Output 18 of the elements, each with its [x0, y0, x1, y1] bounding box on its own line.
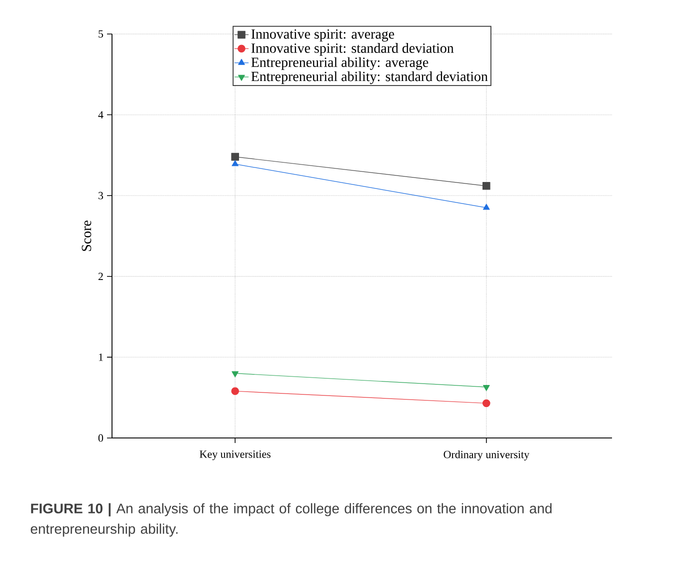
text: FIGURE 10 | An analysis of the impact of college differences on the innovation and entrepreneurship ability. — [30, 503, 552, 537]
y-tick-label: 0 — [98, 434, 104, 442]
y-tick-label: 5 — [98, 30, 104, 38]
point — [231, 152, 240, 161]
legend-label: Innovative spirit: average — [251, 29, 394, 42]
y-tick-label: 2 — [98, 272, 103, 280]
y-axis-title: Score — [82, 220, 92, 251]
legend-label: Entrepreneurial ability: average — [251, 57, 428, 70]
y-tick-label: 4 — [98, 111, 104, 118]
point — [482, 399, 490, 408]
y-tick-label: 3 — [98, 192, 104, 200]
point — [482, 182, 490, 190]
x-tick-label: Key universities — [200, 450, 270, 460]
x-tick-label: Ordinary university — [444, 450, 530, 460]
point — [231, 387, 240, 396]
legend-label: Entrepreneurial ability: standard deviation — [251, 71, 488, 84]
legend-label: Innovative spirit: standard deviation — [251, 43, 454, 56]
y-tick-label: 1 — [98, 354, 103, 361]
